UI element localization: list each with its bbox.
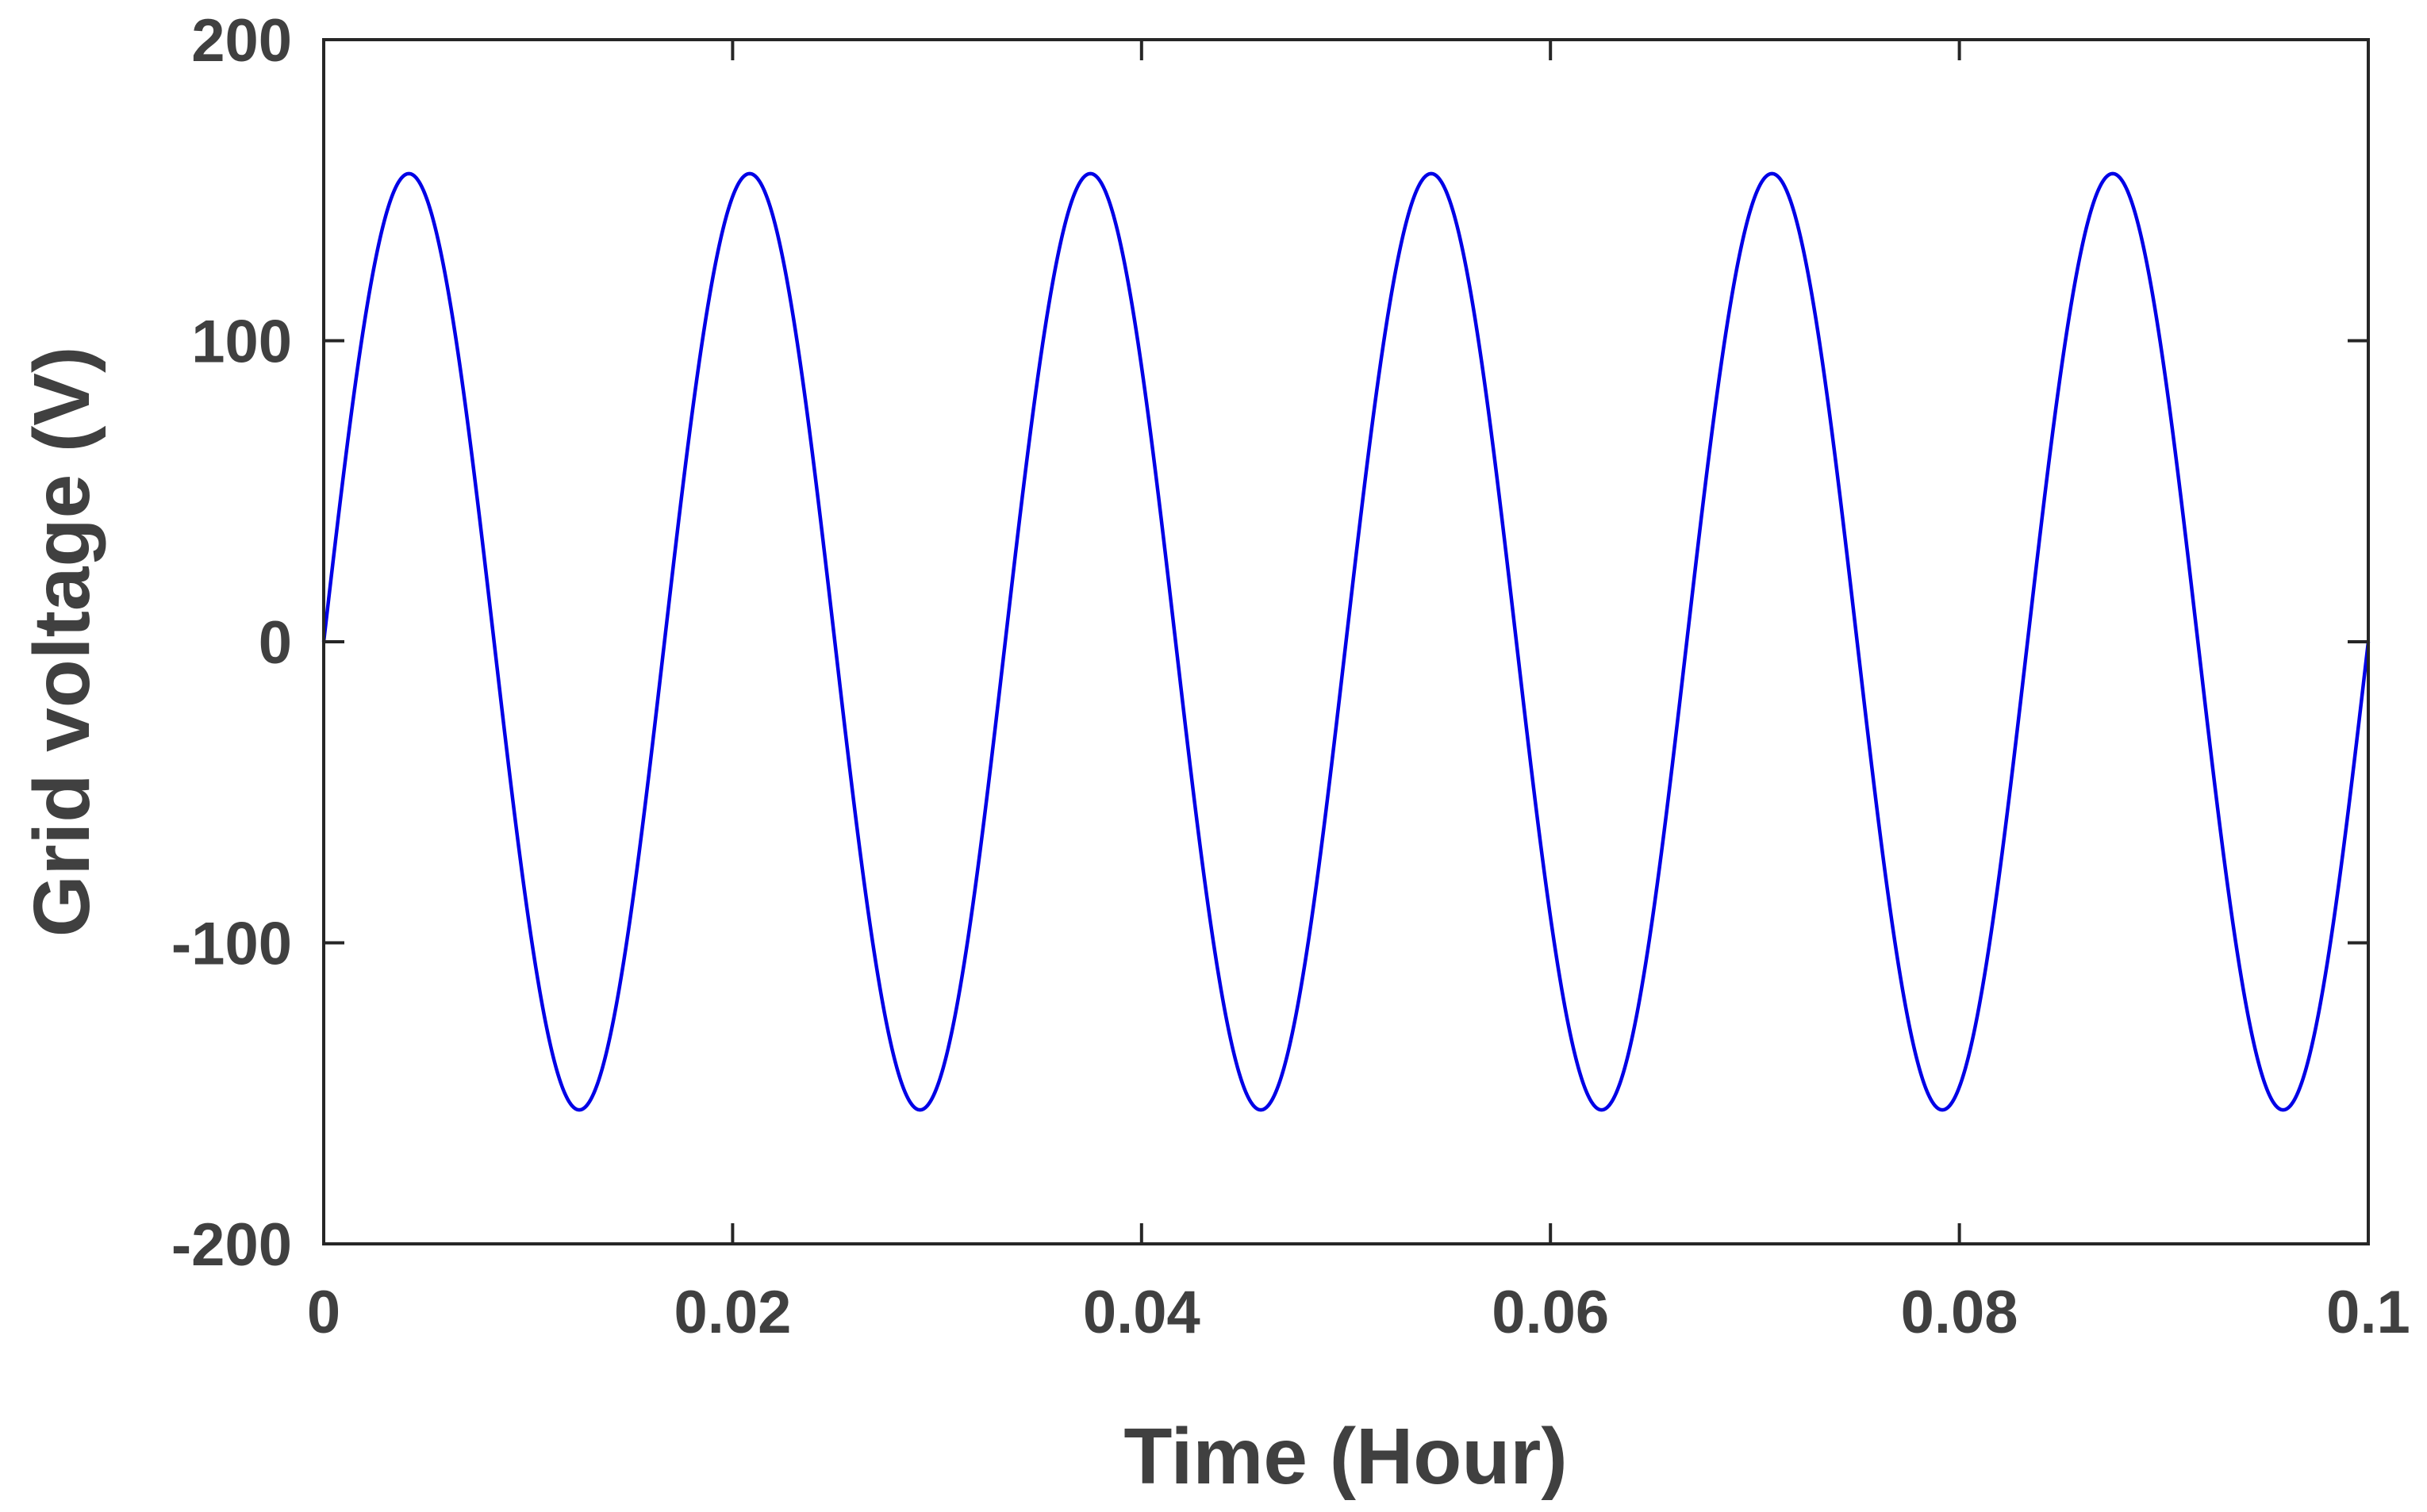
x-tick-label: 0.04: [1083, 1279, 1200, 1346]
x-axis-label: Time (Hour): [1123, 1412, 1567, 1501]
y-tick-label: -200: [171, 1211, 292, 1279]
x-tick-label: 0.1: [2326, 1279, 2410, 1346]
y-tick-label: -100: [171, 911, 292, 978]
y-tick-label: 0: [259, 609, 292, 677]
x-tick-label: 0.08: [1901, 1279, 2018, 1346]
y-tick-label: 200: [191, 7, 292, 75]
tick-labels: 0 0.02 0.04 0.06 0.08 0.1 -200 -100 0 100 200: [171, 7, 2410, 1346]
series-line-grid-voltage: [321, 171, 2371, 1112]
tick-marks: [322, 38, 2370, 1245]
x-tick-label: 0.06: [1492, 1279, 1609, 1346]
y-tick-label: 100: [191, 309, 292, 376]
y-axis-label: Grid voltage (V): [17, 347, 106, 938]
x-tick-label: 0: [307, 1279, 340, 1346]
plot-area: [321, 38, 2371, 1245]
x-tick-label: 0.02: [674, 1279, 791, 1346]
